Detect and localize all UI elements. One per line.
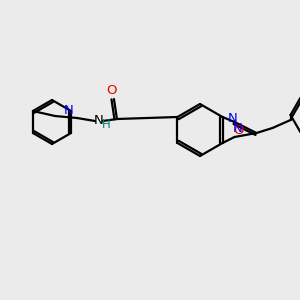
Text: N: N: [228, 112, 237, 125]
Text: O: O: [233, 124, 244, 137]
Text: N: N: [94, 115, 104, 128]
Text: O: O: [107, 85, 117, 98]
Text: N: N: [64, 103, 74, 116]
Text: N: N: [232, 122, 242, 134]
Text: H: H: [102, 118, 110, 131]
